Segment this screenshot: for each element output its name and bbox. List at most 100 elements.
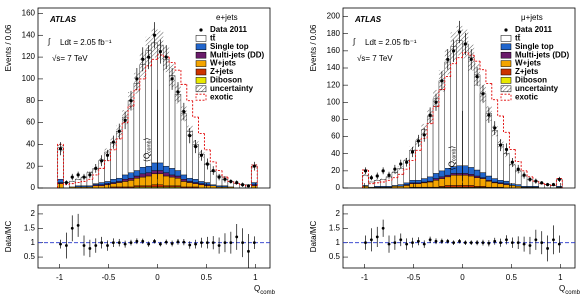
stack-bar <box>444 185 451 188</box>
ratio-point <box>375 235 379 239</box>
data-point <box>393 167 397 171</box>
exotic-step <box>467 52 475 56</box>
exotic-step <box>503 116 510 133</box>
legend-label: uncertainty <box>210 84 254 93</box>
stack-bar <box>174 170 182 177</box>
ratio-point <box>205 241 209 245</box>
exotic-step <box>145 65 152 79</box>
data-point <box>70 175 74 179</box>
legend-swatch <box>195 68 207 76</box>
stack-bar <box>180 113 187 176</box>
annotation-part: ⟨Q <box>448 161 457 170</box>
stack-bar <box>462 173 469 176</box>
data-point <box>182 110 186 114</box>
stack-bar <box>444 176 451 186</box>
data-point <box>434 100 438 104</box>
ratio-point <box>235 235 239 239</box>
stack-bar <box>104 184 111 189</box>
exotic-step <box>174 62 181 71</box>
stack-bar <box>415 183 422 188</box>
channel-label: e+jets <box>216 13 238 22</box>
ratio-point <box>59 242 62 246</box>
stack-bar <box>456 185 463 188</box>
stack-bar <box>139 64 146 168</box>
x-tick-label: -1 <box>361 273 369 282</box>
ratio-point <box>147 242 151 246</box>
stack-bar <box>473 175 481 178</box>
stack-bar <box>116 177 123 182</box>
data-point <box>152 33 157 37</box>
channel-label: μ+jets <box>521 13 543 22</box>
ratio-point <box>106 244 109 247</box>
ratio-point <box>229 241 233 245</box>
legend-swatch <box>500 85 512 93</box>
legend-label: W+jets <box>515 59 542 68</box>
ratio-point <box>469 241 473 245</box>
ratio-point <box>200 241 203 245</box>
stack-bar <box>180 181 187 188</box>
y-tick-label: 120 <box>22 52 36 61</box>
exotic-step <box>104 160 111 169</box>
exotic-step <box>526 170 533 178</box>
data-point <box>82 175 86 179</box>
exotic-step <box>450 63 457 77</box>
y-tick-label: 100 <box>327 97 341 106</box>
y-tick-label: 40 <box>26 139 35 148</box>
x-axis-label-sub: comb <box>260 290 275 296</box>
legend-label: Z+jets <box>515 67 539 76</box>
ratio-y-tick-label: 1.5 <box>24 223 36 232</box>
stack-bar <box>485 175 492 181</box>
stack-bar <box>450 174 457 186</box>
exotic-step <box>139 78 146 90</box>
stack-bar <box>145 172 152 177</box>
ratio-point <box>487 241 491 245</box>
stack-bar <box>468 175 475 186</box>
ratio-point <box>499 241 503 245</box>
ratio-point <box>416 239 420 243</box>
annotation-part: ⟩ <box>448 146 457 149</box>
data-point <box>363 169 368 173</box>
stack-bar <box>450 185 457 188</box>
data-point <box>522 173 526 177</box>
stack-bar <box>403 182 410 185</box>
exotic-step <box>426 123 434 139</box>
data-point <box>199 153 204 157</box>
ratio-point <box>522 242 526 246</box>
stack-bar <box>186 182 193 188</box>
y-tick-label: 140 <box>327 63 341 72</box>
legend-swatch <box>500 43 512 51</box>
data-point <box>147 55 151 59</box>
stack-bar <box>163 175 170 187</box>
exotic-step <box>203 133 211 151</box>
ratio-y-tick-label: 0.5 <box>329 252 341 261</box>
legend-label: Data 2011 <box>210 25 247 34</box>
ratio-point <box>411 241 414 245</box>
stack-bar <box>121 181 129 188</box>
stack-bar <box>491 178 498 183</box>
exotic-step <box>473 55 481 62</box>
data-point <box>534 179 538 183</box>
y-tick-label: 60 <box>331 132 340 141</box>
stack-bar <box>397 168 404 185</box>
stack-bar <box>168 176 176 187</box>
stack-bar <box>426 181 434 188</box>
data-point <box>58 147 63 151</box>
annotation: ⟨Qcomb⟩ <box>143 137 153 162</box>
stack-bar <box>145 175 152 187</box>
exotic-step <box>68 183 76 185</box>
x-tick-label: 1 <box>253 273 258 282</box>
stack-bar <box>180 174 187 180</box>
atlas-label: ATLAS <box>49 15 77 24</box>
data-point <box>375 174 379 178</box>
x-axis-label: Qcomb <box>254 284 276 295</box>
exotic-step <box>63 144 70 186</box>
stack-bar <box>421 178 428 183</box>
data-point <box>217 175 221 179</box>
stack-bar <box>456 165 463 174</box>
data-point <box>540 181 544 185</box>
stack-bar <box>133 177 141 187</box>
annotation: ⟨Qcomb⟩ <box>448 146 458 171</box>
x-tick-label: 0.5 <box>506 273 518 282</box>
data-point <box>100 159 104 163</box>
stack-bar <box>127 172 135 179</box>
